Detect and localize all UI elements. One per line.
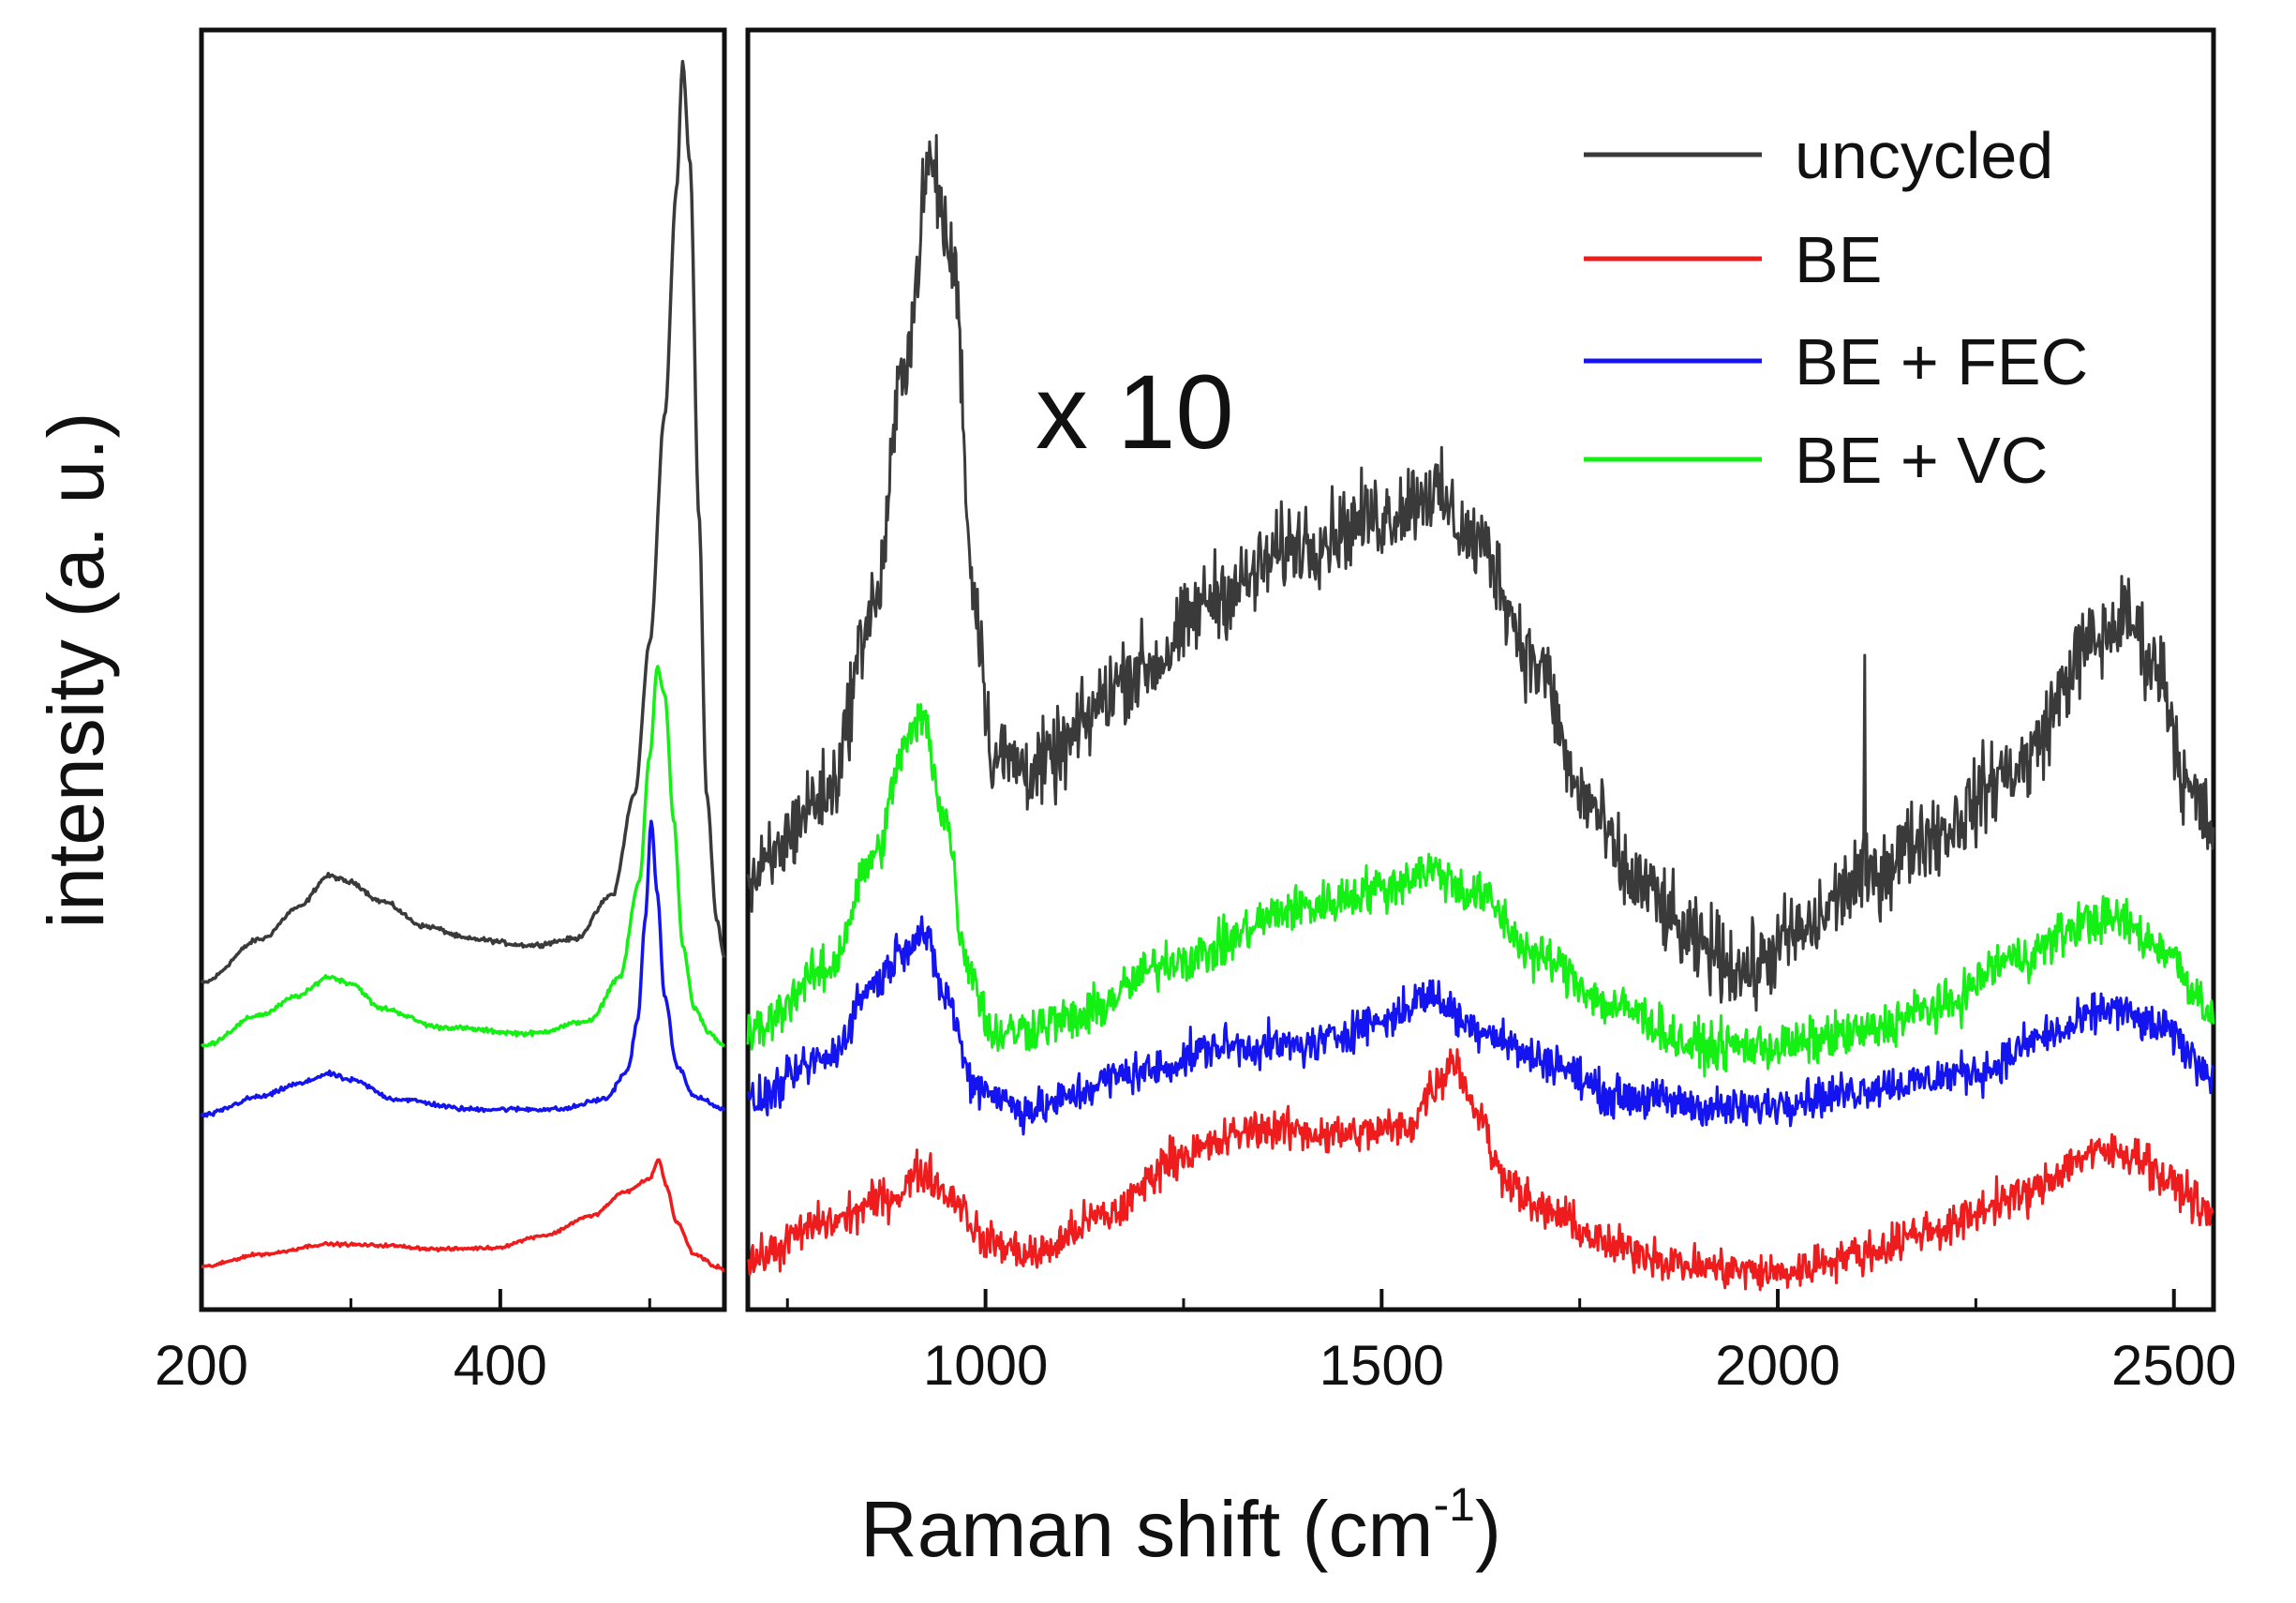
tick-label-high-2000: 2000	[1715, 1334, 1840, 1397]
series-low-be-vc	[201, 665, 726, 1048]
series-high-be-vc	[746, 703, 2215, 1078]
legend-label-be-fec: BE + FEC	[1795, 325, 2088, 398]
x-axis-label: Raman shift (cm-1)	[860, 1478, 1501, 1573]
series-high-uncycled	[746, 133, 2215, 1012]
x-axis-label-main: Raman shift (cm	[860, 1485, 1433, 1573]
tick-label-low-200: 200	[155, 1334, 248, 1397]
x-axis-label-superscript: -1	[1434, 1478, 1475, 1531]
tick-label-high-1500: 1500	[1319, 1334, 1444, 1397]
series-low-uncycled	[200, 59, 726, 984]
legend-label-be-vc: BE + VC	[1795, 424, 2048, 497]
panel-low-series	[200, 59, 726, 1273]
legend-label-uncycled: uncycled	[1795, 119, 2053, 192]
panel-high-series	[746, 133, 2215, 1292]
y-axis-label: intensity (a. u.)	[32, 412, 120, 929]
series-low-be	[201, 1158, 725, 1273]
tick-label-high-2500: 2500	[2111, 1334, 2236, 1397]
x-axis-label-close: )	[1475, 1485, 1501, 1573]
panel-high-frame	[745, 27, 2216, 1312]
series-high-be	[746, 1048, 2214, 1292]
legend-label-be: BE	[1795, 223, 1882, 296]
series-high-be-fec	[746, 915, 2214, 1136]
legend: uncycled BE BE + FEC BE + VC	[1584, 119, 2088, 497]
tick-label-high-1000: 1000	[923, 1334, 1048, 1397]
series-low-be-fec	[200, 819, 726, 1118]
x-axis-ticks: 200 400 1000 1500 2000 2500	[155, 1289, 2236, 1397]
scale-annotation: x 10	[1036, 353, 1234, 471]
panel-low-frame	[199, 27, 727, 1312]
tick-label-low-400: 400	[454, 1334, 547, 1397]
